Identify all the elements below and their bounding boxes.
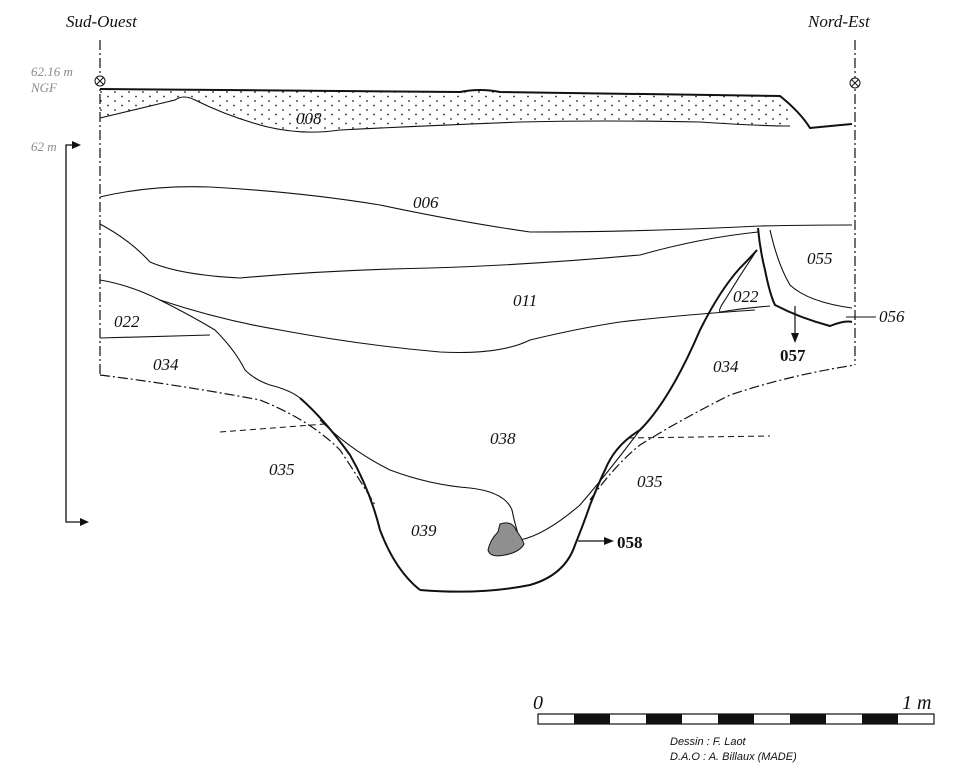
orientation-right-label: Nord-Est <box>807 12 871 31</box>
layer-022-left-line <box>99 334 211 339</box>
scale-bar <box>537 713 935 725</box>
layer-label: 038 <box>490 429 516 448</box>
excavation-limit-left <box>99 374 376 506</box>
stone-058 <box>487 522 525 557</box>
orientation-left-label: Sud-Ouest <box>66 12 138 31</box>
dashed-line-right <box>627 435 771 439</box>
layer-label: 034 <box>153 355 179 374</box>
bracket-arrow-bottom <box>80 518 89 526</box>
pit-cut-left <box>299 397 421 591</box>
layer-011-base-line <box>99 279 756 354</box>
layer-label: 006 <box>413 193 439 212</box>
cut-057-line <box>757 227 853 328</box>
structure-label-058: 058 <box>617 533 643 552</box>
datum-label: NGF <box>30 80 58 95</box>
layer-039-top-line <box>319 419 641 541</box>
layer-055-inner-line <box>769 229 853 309</box>
layer-022-right-pocket <box>719 249 771 313</box>
right-datum-marker <box>849 77 861 89</box>
layer-label: 022 <box>733 287 759 306</box>
level-bracket <box>65 144 80 523</box>
layer-011-top-line <box>99 223 759 279</box>
layer-label: 022 <box>114 312 140 331</box>
layer-label: 055 <box>807 249 833 268</box>
arrow-057-head <box>791 333 799 343</box>
layer-034-left-line <box>159 299 301 399</box>
level-label: 62 m <box>31 139 57 154</box>
left-datum-marker <box>94 75 106 87</box>
dashed-line-left <box>219 423 326 433</box>
layer-label: 035 <box>637 472 663 491</box>
layer-label: 056 <box>879 307 905 326</box>
pit-base <box>419 504 591 593</box>
layer-label: 011 <box>513 291 537 310</box>
layer-008-base-line <box>99 96 791 133</box>
bracket-arrow-top <box>72 141 81 149</box>
layer-label: 039 <box>411 521 437 540</box>
arrow-058-head <box>604 537 614 545</box>
layer-006-base-line <box>99 186 853 233</box>
scale-start-label: 0 <box>533 692 543 714</box>
excavation-limit-right <box>589 364 856 501</box>
layer-008-fill <box>100 89 794 133</box>
altitude-label: 62.16 m <box>31 64 73 79</box>
pit-cut-right <box>589 249 758 506</box>
layer-label: 035 <box>269 460 295 479</box>
ground-surface-line <box>99 88 853 130</box>
credit-dao: D.A.O : A. Billaux (MADE) <box>670 751 797 763</box>
layer-label: 034 <box>713 357 739 376</box>
structure-label-057: 057 <box>780 346 806 365</box>
layer-label: 008 <box>296 109 322 128</box>
credit-drawing: Dessin : F. Laot <box>670 736 747 748</box>
scale-end-label: 1 m <box>902 692 931 714</box>
